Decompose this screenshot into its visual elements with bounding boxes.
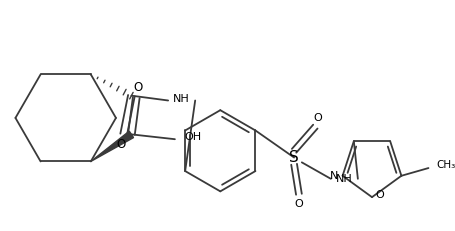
Text: O: O <box>314 113 323 123</box>
Text: O: O <box>116 138 126 152</box>
Text: O: O <box>294 199 303 209</box>
Text: S: S <box>289 150 299 165</box>
Text: O: O <box>134 82 143 94</box>
Text: N: N <box>330 171 339 181</box>
Text: OH: OH <box>185 132 202 142</box>
Text: NH: NH <box>336 174 353 184</box>
Text: NH: NH <box>173 94 190 103</box>
Text: CH₃: CH₃ <box>436 160 455 170</box>
Text: O: O <box>376 190 384 200</box>
Polygon shape <box>91 131 134 161</box>
